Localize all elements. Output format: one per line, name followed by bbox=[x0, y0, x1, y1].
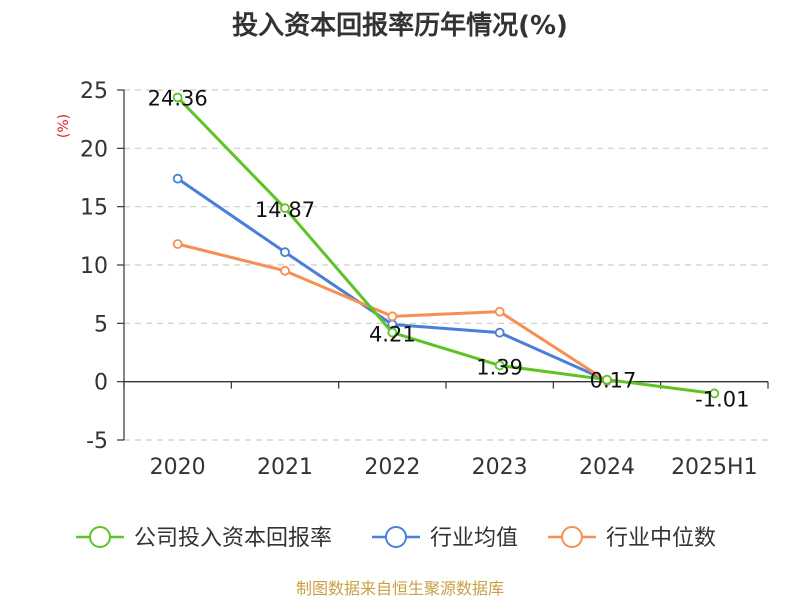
data-label: 1.39 bbox=[476, 355, 523, 379]
legend-swatch-marker bbox=[561, 526, 583, 548]
legend-swatch-marker bbox=[89, 526, 111, 548]
legend-item-0: 公司投入资本回报率 bbox=[76, 526, 332, 551]
data-label: 24.36 bbox=[148, 86, 208, 110]
series-layer bbox=[172, 92, 720, 399]
legend-swatch-marker bbox=[385, 526, 407, 548]
y-tick-label: 20 bbox=[80, 137, 108, 162]
data-label: -1.01 bbox=[695, 387, 749, 411]
data-point bbox=[172, 239, 183, 249]
axis-layer: 25 20 15 10 5 0 -5 2020 2021 2022 2023 2024 2025H1 bbox=[80, 79, 769, 480]
data-label-layer: 24.36 14.87 4.21 1.39 0.17 -1.01 bbox=[148, 86, 750, 411]
series-2 bbox=[172, 239, 612, 386]
x-tick-label: 2023 bbox=[472, 455, 528, 480]
data-label: 4.21 bbox=[369, 323, 416, 347]
legend-item-1: 行业均值 bbox=[372, 526, 518, 551]
data-point bbox=[494, 306, 505, 317]
data-label: 0.17 bbox=[590, 369, 637, 393]
x-tick-label: 2021 bbox=[257, 455, 313, 480]
legend-label: 公司投入资本回报率 bbox=[134, 526, 332, 551]
data-point bbox=[172, 92, 183, 103]
legend-label: 行业中位数 bbox=[606, 526, 716, 551]
series-line bbox=[176, 177, 608, 382]
data-point bbox=[494, 327, 505, 338]
data-point bbox=[280, 247, 290, 258]
data-point bbox=[387, 327, 398, 338]
x-tick-label: 2025H1 bbox=[671, 455, 758, 480]
series-1 bbox=[172, 173, 612, 386]
y-tick-label: -5 bbox=[86, 429, 108, 454]
legend: 公司投入资本回报率 行业均值 行业中位数 bbox=[76, 526, 716, 551]
data-point bbox=[172, 173, 183, 184]
series-0 bbox=[172, 92, 720, 399]
y-tick-label: 10 bbox=[80, 254, 108, 279]
y-tick-label: 5 bbox=[94, 312, 108, 337]
legend-item-2: 行业中位数 bbox=[548, 526, 716, 551]
x-tick-label: 2022 bbox=[364, 455, 420, 480]
y-axis-label: (%) bbox=[56, 114, 72, 138]
data-point bbox=[494, 360, 505, 371]
legend-label: 行业均值 bbox=[430, 526, 518, 551]
chart-title: 投入资本回报率历年情况(%) bbox=[232, 10, 568, 41]
data-point bbox=[280, 265, 290, 276]
data-point bbox=[387, 311, 398, 322]
x-tick-label: 2024 bbox=[579, 455, 635, 480]
grid-layer bbox=[124, 89, 768, 441]
data-point bbox=[602, 374, 612, 385]
data-label: 14.87 bbox=[255, 198, 315, 222]
y-tick-label: 25 bbox=[80, 79, 108, 104]
source-note: 制图数据来自恒生聚源数据库 bbox=[296, 579, 504, 598]
data-point bbox=[709, 388, 720, 399]
y-tick-label: 15 bbox=[80, 196, 108, 221]
x-tick-label: 2020 bbox=[150, 455, 206, 480]
data-point bbox=[280, 203, 290, 214]
series-line bbox=[176, 96, 715, 395]
y-tick-label: 0 bbox=[94, 371, 108, 396]
